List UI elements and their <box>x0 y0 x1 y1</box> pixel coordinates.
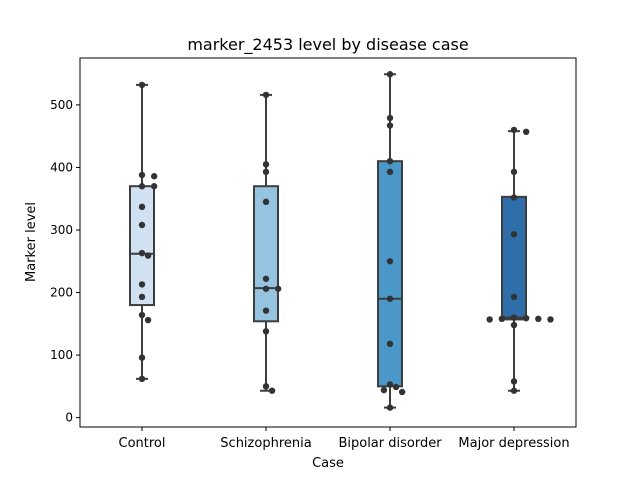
data-point <box>138 203 146 211</box>
data-point <box>510 314 518 321</box>
x-tick-label: Schizophrenia <box>220 436 311 451</box>
data-point <box>522 128 530 135</box>
data-point <box>392 383 400 391</box>
box-bipolar-disorder <box>377 73 403 409</box>
iqr-box <box>501 195 527 321</box>
data-point <box>386 114 394 122</box>
data-point <box>386 404 394 411</box>
data-point <box>510 194 518 201</box>
data-point <box>510 168 518 176</box>
iqr-box <box>253 185 279 323</box>
y-tick-label: 0 <box>65 411 73 425</box>
chart-title: marker_2453 level by disease case <box>187 35 468 55</box>
data-point <box>262 328 270 335</box>
data-point <box>522 314 530 322</box>
data-point <box>274 285 282 292</box>
data-point <box>535 315 542 323</box>
box-control <box>129 83 155 380</box>
data-point <box>262 161 270 168</box>
data-point <box>268 387 276 394</box>
data-point <box>510 126 518 134</box>
y-axis-label: Marker level <box>24 202 39 282</box>
data-point <box>262 91 270 99</box>
data-point <box>380 386 388 394</box>
y-tick-label: 500 <box>50 98 73 112</box>
data-point <box>144 252 152 259</box>
data-point <box>510 321 518 329</box>
data-point <box>262 307 270 314</box>
data-point <box>386 258 394 265</box>
plot-area <box>129 71 554 411</box>
data-point <box>138 354 146 361</box>
y-tick-label: 300 <box>50 223 73 237</box>
data-point <box>386 122 394 129</box>
data-point <box>138 375 146 383</box>
x-tick-label: Bipolar disorder <box>338 436 442 451</box>
data-point <box>262 168 270 176</box>
data-point <box>262 198 270 206</box>
iqr-box <box>377 160 403 388</box>
data-point <box>138 81 146 89</box>
data-point <box>150 183 158 190</box>
x-tick-label: Control <box>119 436 166 451</box>
data-point <box>486 316 493 323</box>
data-point <box>262 285 270 292</box>
data-point <box>498 315 506 323</box>
data-point <box>150 173 158 180</box>
data-point <box>138 221 146 229</box>
data-point <box>138 311 146 319</box>
data-point <box>386 71 394 78</box>
data-point <box>262 275 270 282</box>
data-point <box>138 183 146 190</box>
data-point <box>262 383 270 390</box>
data-point <box>138 293 146 301</box>
x-tick-label: Major depression <box>458 436 569 451</box>
data-point <box>510 387 518 394</box>
box-schizophrenia <box>253 93 279 392</box>
data-point <box>386 340 394 348</box>
data-point <box>386 381 394 388</box>
data-point <box>510 231 518 238</box>
data-point <box>138 281 146 288</box>
y-tick-label: 100 <box>50 348 73 362</box>
y-tick-label: 200 <box>50 286 73 300</box>
data-point <box>510 293 518 301</box>
data-point <box>510 378 518 385</box>
x-axis-label: Case <box>312 456 344 471</box>
data-point <box>138 171 146 179</box>
data-point <box>386 157 394 165</box>
data-point <box>386 295 394 302</box>
data-point <box>144 316 152 324</box>
data-point <box>386 168 394 176</box>
data-point <box>398 388 406 396</box>
data-point <box>138 249 146 257</box>
data-point <box>547 316 554 323</box>
plot-frame <box>79 57 577 428</box>
y-tick-label: 400 <box>50 160 73 174</box>
